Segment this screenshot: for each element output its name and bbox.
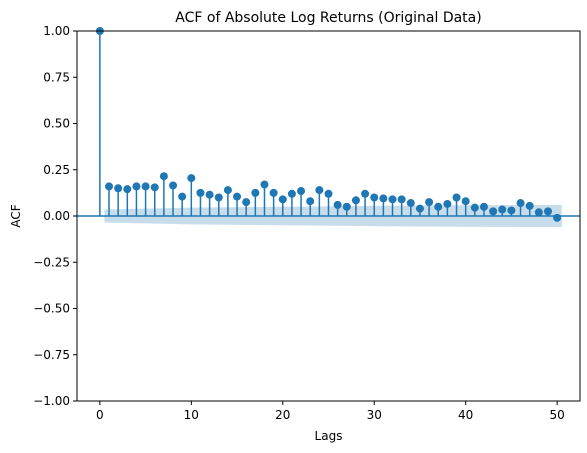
y-tick-label: 0.00 bbox=[43, 209, 70, 223]
x-tick-label: 10 bbox=[184, 408, 199, 422]
stem-marker-lag-29 bbox=[361, 189, 370, 198]
stem-marker-lag-3 bbox=[123, 185, 132, 194]
stem-marker-lag-37 bbox=[434, 202, 443, 211]
x-tick-label: 30 bbox=[367, 408, 382, 422]
stem-marker-lag-10 bbox=[187, 174, 196, 183]
stem-marker-lag-21 bbox=[287, 189, 296, 198]
stem-marker-lag-30 bbox=[370, 193, 379, 202]
y-tick-label: −1.00 bbox=[33, 394, 70, 408]
y-tick-label: 1.00 bbox=[43, 24, 70, 38]
stem-marker-lag-49 bbox=[543, 207, 552, 216]
y-tick-label: 0.75 bbox=[43, 70, 70, 84]
stem-marker-lag-32 bbox=[388, 195, 397, 204]
stem-marker-lag-20 bbox=[278, 195, 287, 204]
stem-marker-lag-9 bbox=[178, 192, 187, 201]
stem-marker-lag-39 bbox=[452, 193, 461, 202]
stem-marker-lag-24 bbox=[315, 186, 324, 195]
stem-marker-lag-13 bbox=[214, 193, 223, 202]
stem-marker-lag-34 bbox=[406, 199, 415, 208]
stem-marker-lag-31 bbox=[379, 194, 388, 203]
stem-marker-lag-7 bbox=[159, 172, 168, 181]
stem-marker-lag-23 bbox=[306, 197, 315, 206]
axis-ticks-layer: 0 10 20 30 40 50 −1.00 −0.75 −0.50 −0.25 0.00 0.25 0… bbox=[33, 24, 565, 422]
stem-marker-lag-6 bbox=[150, 183, 159, 192]
stem-marker-lag-40 bbox=[461, 197, 470, 206]
stem-marker-lag-5 bbox=[141, 182, 150, 191]
stem-marker-lag-18 bbox=[260, 180, 269, 189]
stem-marker-lag-27 bbox=[342, 202, 351, 211]
x-tick-label: 0 bbox=[96, 408, 104, 422]
chart-title: ACF of Absolute Log Returns (Original Da… bbox=[175, 10, 481, 26]
stem-marker-lag-41 bbox=[470, 203, 479, 212]
stem-marker-lag-16 bbox=[242, 198, 251, 207]
stem-marker-lag-45 bbox=[507, 206, 516, 215]
stem-marker-lag-15 bbox=[233, 192, 242, 201]
stem-marker-lag-14 bbox=[223, 186, 232, 195]
stem-marker-lag-26 bbox=[333, 200, 342, 209]
y-tick-label: −0.25 bbox=[33, 255, 70, 269]
stem-marker-lag-35 bbox=[415, 204, 424, 213]
stem-marker-lag-17 bbox=[251, 188, 260, 197]
stem-marker-lag-33 bbox=[397, 195, 406, 204]
stem-marker-lag-8 bbox=[169, 181, 178, 190]
stem-marker-lag-42 bbox=[479, 202, 488, 211]
y-tick-label: 0.50 bbox=[43, 117, 70, 131]
stem-marker-lag-36 bbox=[425, 198, 434, 207]
stem-marker-lag-44 bbox=[498, 205, 507, 214]
stem-marker-lag-4 bbox=[132, 182, 141, 191]
x-tick-label: 40 bbox=[458, 408, 473, 422]
stem-marker-lag-48 bbox=[534, 208, 543, 217]
stem-marker-lag-28 bbox=[351, 196, 360, 205]
stem-marker-lag-47 bbox=[525, 201, 534, 210]
acf-stems-layer bbox=[95, 27, 562, 222]
stem-marker-lag-2 bbox=[114, 184, 123, 193]
stem-marker-lag-25 bbox=[324, 189, 333, 198]
x-axis-label: Lags bbox=[315, 429, 343, 443]
stem-marker-lag-11 bbox=[196, 188, 205, 197]
y-tick-label: −0.50 bbox=[33, 302, 70, 316]
x-tick-label: 20 bbox=[275, 408, 290, 422]
stem-marker-lag-19 bbox=[269, 188, 278, 197]
y-axis-label: ACF bbox=[9, 204, 23, 227]
stem-marker-lag-43 bbox=[489, 207, 498, 216]
stem-marker-lag-22 bbox=[297, 187, 306, 196]
stem-marker-lag-46 bbox=[516, 199, 525, 208]
stem-marker-lag-1 bbox=[105, 182, 114, 191]
stem-marker-lag-12 bbox=[205, 190, 214, 199]
stem-marker-lag-50 bbox=[553, 213, 562, 222]
x-tick-label: 50 bbox=[549, 408, 564, 422]
plot-frame bbox=[76, 30, 581, 402]
y-tick-label: 0.25 bbox=[43, 163, 70, 177]
y-tick-label: −0.75 bbox=[33, 348, 70, 362]
stem-marker-lag-38 bbox=[443, 199, 452, 208]
